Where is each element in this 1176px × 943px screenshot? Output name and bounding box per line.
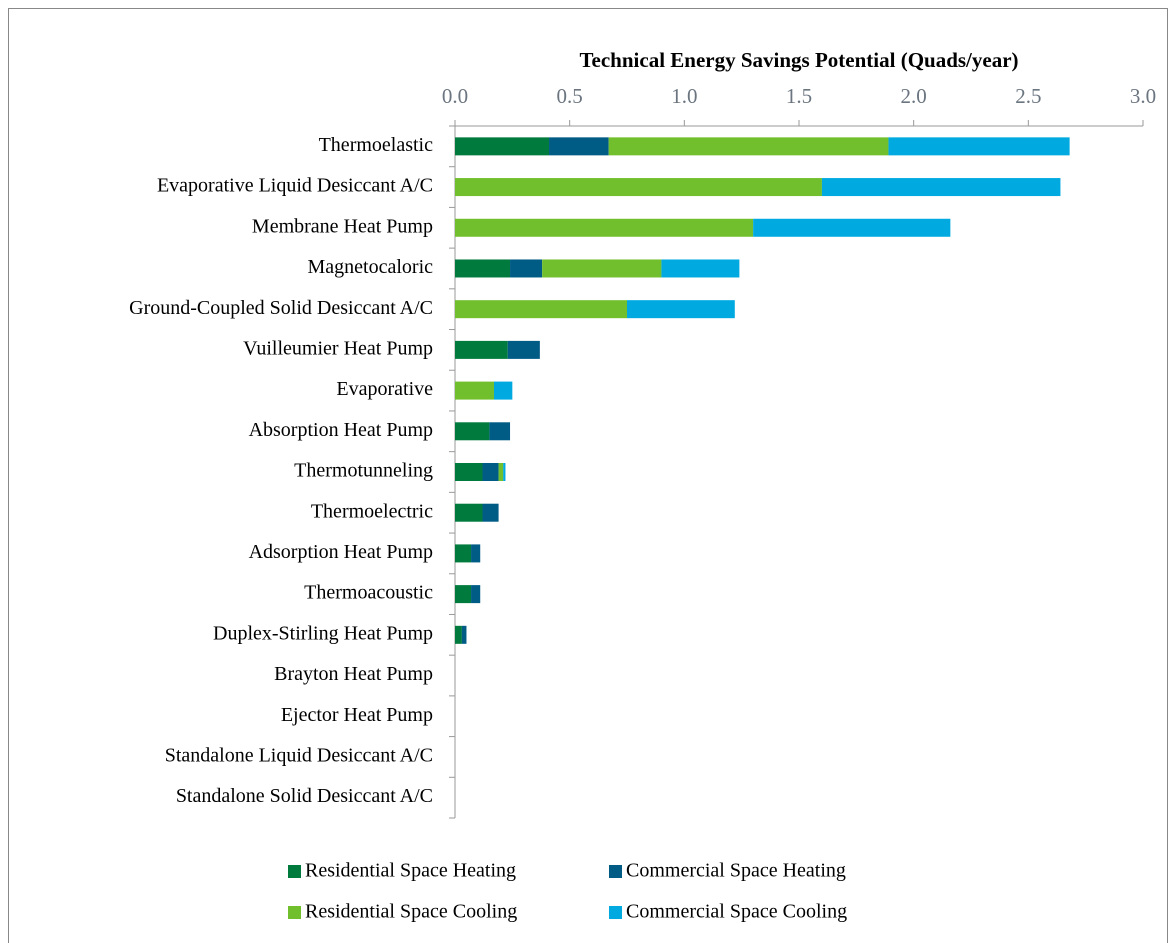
y-tick-label: Thermotunneling — [294, 460, 433, 482]
y-tick-label: Thermoelectric — [311, 500, 433, 522]
bar-segment — [455, 218, 754, 237]
bar-segment — [821, 178, 1061, 197]
bar-segment — [482, 503, 499, 522]
bar-segment — [455, 585, 472, 604]
legend-label: Residential Space Cooling — [305, 901, 517, 923]
y-tick-label: Adsorption Heat Pump — [249, 541, 433, 563]
bar-segment — [471, 585, 481, 604]
y-tick-label: Magnetocaloric — [308, 256, 434, 278]
legend-swatch — [288, 865, 301, 878]
bar-segment — [482, 463, 499, 481]
bar-segment — [498, 463, 504, 481]
y-tick-label: Ejector Heat Pump — [281, 704, 433, 726]
y-tick-label: Membrane Heat Pump — [252, 215, 433, 237]
y-tick-label: Brayton Heat Pump — [274, 663, 433, 685]
bar-segment — [471, 544, 481, 563]
y-tick-label: Duplex-Stirling Heat Pump — [213, 622, 433, 644]
bar-segment — [455, 340, 508, 359]
y-tick-label: Standalone Liquid Desiccant A/C — [165, 745, 433, 767]
bar-segment — [455, 300, 627, 319]
bar-segment — [493, 381, 513, 400]
bar-segment — [455, 178, 822, 197]
legend-label: Residential Space Heating — [305, 860, 516, 882]
legend-swatch — [288, 906, 301, 919]
x-tick-label: 2.5 — [1015, 84, 1041, 108]
legend-label: Commercial Space Cooling — [626, 901, 847, 923]
bar-segment — [455, 503, 483, 522]
y-tick-label: Thermoelastic — [319, 134, 434, 156]
bar-segment — [549, 137, 609, 156]
bar-segment — [888, 137, 1070, 156]
bar-segment — [627, 300, 735, 319]
y-tick-label: Absorption Heat Pump — [249, 419, 433, 441]
x-tick-label: 2.0 — [901, 84, 927, 108]
bar-segment — [489, 422, 511, 441]
bar-segment — [510, 259, 543, 278]
x-tick-label: 0.5 — [557, 84, 583, 108]
x-axis-title: Technical Energy Savings Potential (Quad… — [579, 48, 1018, 72]
x-tick-label: 3.0 — [1130, 84, 1156, 108]
x-tick-label: 1.0 — [671, 84, 697, 108]
legend-swatch — [609, 865, 622, 878]
bar-segment — [455, 463, 483, 481]
y-tick-label: Ground-Coupled Solid Desiccant A/C — [129, 297, 433, 319]
bar-segment — [455, 381, 494, 400]
legend-swatch — [609, 906, 622, 919]
bar-segment — [455, 422, 490, 441]
chart-frame — [8, 8, 1168, 943]
y-tick-label: Evaporative Liquid Desiccant A/C — [157, 175, 433, 197]
bar-segment — [461, 625, 467, 644]
bar-segment — [753, 218, 951, 237]
y-tick-label: Standalone Solid Desiccant A/C — [176, 785, 433, 807]
bar-segment — [455, 625, 462, 644]
bar-segment — [455, 259, 511, 278]
bar-segment — [608, 137, 889, 156]
bar-segment — [455, 137, 550, 156]
y-tick-label: Vuilleumier Heat Pump — [243, 337, 433, 359]
bar-segment — [503, 463, 506, 481]
bar-segment — [542, 259, 662, 278]
x-tick-label: 0.0 — [442, 84, 468, 108]
legend-label: Commercial Space Heating — [626, 860, 846, 882]
y-tick-label: Evaporative — [336, 378, 433, 400]
bar-segment — [455, 544, 472, 563]
bar-segment — [507, 340, 540, 359]
y-tick-label: Thermoacoustic — [304, 582, 433, 604]
x-tick-label: 1.5 — [786, 84, 812, 108]
bar-segment — [661, 259, 740, 278]
